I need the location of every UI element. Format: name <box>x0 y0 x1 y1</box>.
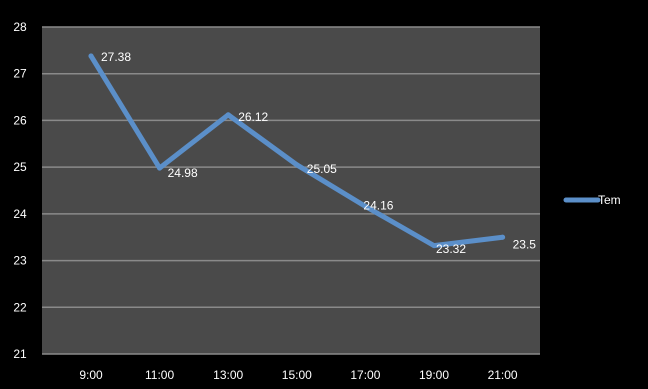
y-tick-label: 28 <box>13 20 27 34</box>
data-label: 24.16 <box>363 199 393 213</box>
y-tick-label: 22 <box>13 300 27 314</box>
data-point <box>362 203 368 209</box>
x-tick-label: 15:00 <box>282 368 312 382</box>
data-point <box>225 112 231 118</box>
data-label: 24.98 <box>168 166 198 180</box>
y-tick-label: 21 <box>13 347 27 361</box>
data-point <box>157 165 163 171</box>
data-point <box>431 243 437 249</box>
legend: Tem <box>563 193 621 207</box>
x-tick-label: 19:00 <box>419 368 449 382</box>
series-group <box>88 53 506 249</box>
y-tick-label: 25 <box>13 160 27 174</box>
data-label: 27.38 <box>101 50 131 64</box>
y-tick-label: 26 <box>13 113 27 127</box>
y-axis-ticks: 21 22 23 24 25 26 27 28 <box>13 20 27 361</box>
y-tick-label: 24 <box>13 207 27 221</box>
y-tick-label: 23 <box>13 254 27 268</box>
data-point <box>294 162 300 168</box>
data-label: 25.05 <box>307 162 337 176</box>
x-axis-ticks: 9:00 11:00 13:00 15:00 17:00 19:00 21:00 <box>79 368 518 382</box>
legend-label-tem: Tem <box>598 193 621 207</box>
y-tick-label: 27 <box>13 67 27 81</box>
x-tick-label: 13:00 <box>213 368 243 382</box>
data-point <box>88 53 94 59</box>
x-tick-label: 9:00 <box>79 368 103 382</box>
plot-area <box>42 27 540 354</box>
data-labels: 27.38 24.98 26.12 25.05 24.16 23.32 23.5 <box>101 50 536 256</box>
x-tick-label: 17:00 <box>350 368 380 382</box>
data-point <box>500 234 506 240</box>
data-label: 23.32 <box>436 242 466 256</box>
gridlines <box>42 26 540 355</box>
x-tick-label: 11:00 <box>145 368 174 382</box>
x-tick-label: 21:00 <box>488 368 518 382</box>
data-label: 23.5 <box>513 237 537 251</box>
data-label: 26.12 <box>238 110 268 124</box>
